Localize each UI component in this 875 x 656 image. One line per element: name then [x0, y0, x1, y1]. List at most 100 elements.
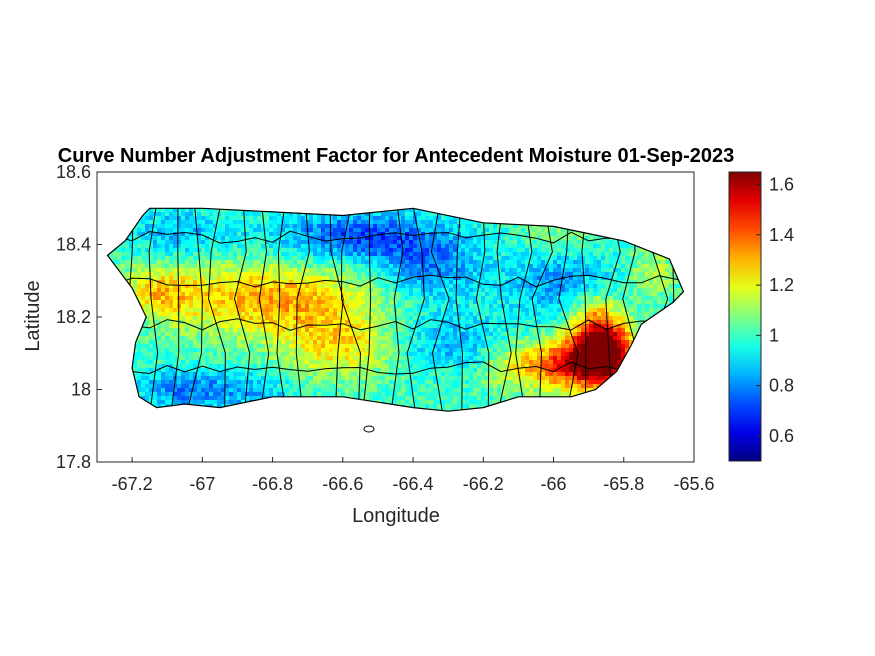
heatmap-cell [537, 260, 541, 264]
heatmap-cell [525, 244, 529, 248]
heatmap-cell [569, 240, 573, 244]
heatmap-cell [469, 252, 473, 256]
heatmap-cell [177, 212, 181, 216]
heatmap-cell [501, 224, 505, 228]
heatmap-cell [525, 232, 529, 236]
heatmap-cell [157, 260, 161, 264]
heatmap-cell [593, 272, 597, 276]
heatmap-cell [429, 280, 433, 284]
heatmap-cell [317, 248, 321, 252]
heatmap-cell [389, 268, 393, 272]
heatmap-cell [573, 240, 577, 244]
heatmap-cell [377, 264, 381, 268]
heatmap-cell [141, 252, 145, 256]
heatmap-cell [141, 280, 145, 284]
heatmap-cell [653, 288, 657, 292]
heatmap-cell [321, 300, 325, 304]
heatmap-cell [185, 228, 189, 232]
heatmap-cell [385, 224, 389, 228]
heatmap-cell [509, 256, 513, 260]
heatmap-cell [513, 288, 517, 292]
heatmap-cell [309, 216, 313, 220]
heatmap-cell [161, 220, 165, 224]
heatmap-cell [381, 256, 385, 260]
heatmap-cell [133, 256, 137, 260]
heatmap-cell [309, 276, 313, 280]
heatmap-cell [641, 296, 645, 300]
heatmap-cell [217, 300, 221, 304]
heatmap-cell [333, 252, 337, 256]
heatmap-cell [389, 292, 393, 296]
heatmap-cell [569, 264, 573, 268]
heatmap-cell [141, 240, 145, 244]
heatmap-cell [269, 244, 273, 248]
heatmap-cell [225, 248, 229, 252]
heatmap-cell [233, 276, 237, 280]
heatmap-cell [201, 216, 205, 220]
heatmap-cell [133, 232, 137, 236]
heatmap-cell [521, 264, 525, 268]
heatmap-cell [473, 280, 477, 284]
heatmap-cell [409, 240, 413, 244]
heatmap-cell [161, 240, 165, 244]
heatmap-cell [593, 244, 597, 248]
heatmap-cell [505, 240, 509, 244]
heatmap-cell [549, 256, 553, 260]
heatmap-cell [473, 268, 477, 272]
heatmap-cell [569, 236, 573, 240]
heatmap-cell [477, 268, 481, 272]
heatmap-cell [445, 240, 449, 244]
heatmap-cell [257, 292, 261, 296]
heatmap-cell [373, 284, 377, 288]
heatmap-cell [169, 220, 173, 224]
heatmap-cell [589, 288, 593, 292]
heatmap-cell [345, 228, 349, 232]
heatmap-cell [545, 248, 549, 252]
heatmap-cell [193, 256, 197, 260]
heatmap-cell [293, 212, 297, 216]
heatmap-cell [433, 300, 437, 304]
heatmap-cell [317, 256, 321, 260]
heatmap-cell [645, 288, 649, 292]
heatmap-cell [193, 268, 197, 272]
heatmap-cell [257, 300, 261, 304]
heatmap-cell [549, 280, 553, 284]
heatmap-cell [285, 212, 289, 216]
heatmap-cell [365, 260, 369, 264]
heatmap-cell [269, 272, 273, 276]
heatmap-cell [485, 256, 489, 260]
heatmap-cell [405, 260, 409, 264]
heatmap-cell [669, 280, 673, 284]
heatmap-cell [613, 248, 617, 252]
heatmap-cell [633, 280, 637, 284]
heatmap-cell [457, 272, 461, 276]
heatmap-cell [141, 220, 145, 224]
heatmap-cell [517, 260, 521, 264]
heatmap-cell [489, 228, 493, 232]
heatmap-cell [497, 276, 501, 280]
heatmap-cell [281, 276, 285, 280]
heatmap-cell [613, 292, 617, 296]
heatmap-cell [357, 228, 361, 232]
heatmap-cell [141, 224, 145, 228]
heatmap-cell [305, 296, 309, 300]
heatmap-cell [637, 256, 641, 260]
heatmap-cell [485, 228, 489, 232]
heatmap-cell [401, 220, 405, 224]
heatmap-cell [193, 292, 197, 296]
heatmap-cell [601, 252, 605, 256]
heatmap-cell [505, 224, 509, 228]
heatmap-cell [321, 244, 325, 248]
heatmap-cell [445, 268, 449, 272]
heatmap-cell [189, 240, 193, 244]
heatmap-cell [573, 276, 577, 280]
heatmap-cell [445, 248, 449, 252]
heatmap-cell [437, 300, 441, 304]
heatmap-cell [305, 228, 309, 232]
heatmap-cell [449, 248, 453, 252]
heatmap-cell [177, 276, 181, 280]
heatmap-cell [465, 224, 469, 228]
heatmap-cell [341, 260, 345, 264]
heatmap-cell [273, 292, 277, 296]
heatmap-cell [257, 232, 261, 236]
